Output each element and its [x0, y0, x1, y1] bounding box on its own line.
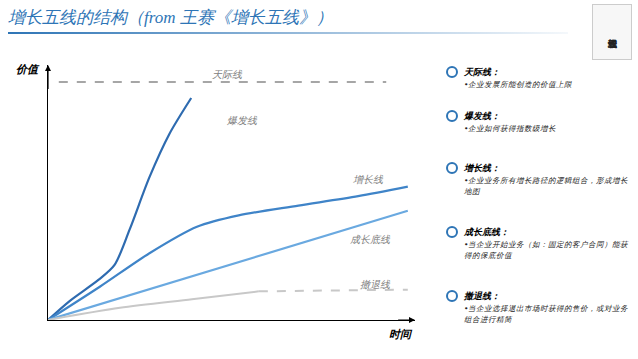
svg-text:成长底线: 成长底线 — [350, 234, 391, 245]
html-text:•企业如何获得指数级增长: •企业如何获得指数级增长 — [464, 124, 557, 133]
html-text:撤退线：: 撤退线： — [464, 291, 500, 301]
html-text:•企业发展所能创造的价值上限: •企业发展所能创造的价值上限 — [464, 80, 573, 89]
svg-text:增长线: 增长线 — [353, 174, 384, 185]
html-text:天际线：: 天际线： — [464, 67, 500, 77]
html-text:增长五线的结构（from 王赛《增长五线》）: 增长五线的结构（from 王赛《增长五线》） — [8, 8, 333, 27]
svg-text:价值: 价值 — [16, 63, 40, 75]
svg-text:天际线: 天际线 — [212, 69, 243, 80]
svg-text:时间: 时间 — [389, 328, 413, 340]
svg-text:爆发线: 爆发线 — [226, 115, 258, 126]
html-text:•当企业开始业务（如：固定的客户合同）能获得的保底价值: •当企业开始业务（如：固定的客户合同）能获得的保底价值 — [464, 240, 629, 260]
html-text:•企业业务所有增长路径的逻辑组合，形成增长地图: •企业业务所有增长路径的逻辑组合，形成增长地图 — [464, 176, 629, 196]
html-text:•当企业选择退出市场时获得的售价，或对业务组合进行精简: •当企业选择退出市场时获得的售价，或对业务组合进行精简 — [464, 304, 629, 324]
html-text:增长线：: 增长线： — [464, 163, 500, 173]
html-text:成长底线：: 成长底线： — [464, 227, 509, 237]
svg-text:撤退线: 撤退线 — [360, 279, 391, 290]
html-text:爆发线：: 爆发线： — [464, 111, 500, 121]
